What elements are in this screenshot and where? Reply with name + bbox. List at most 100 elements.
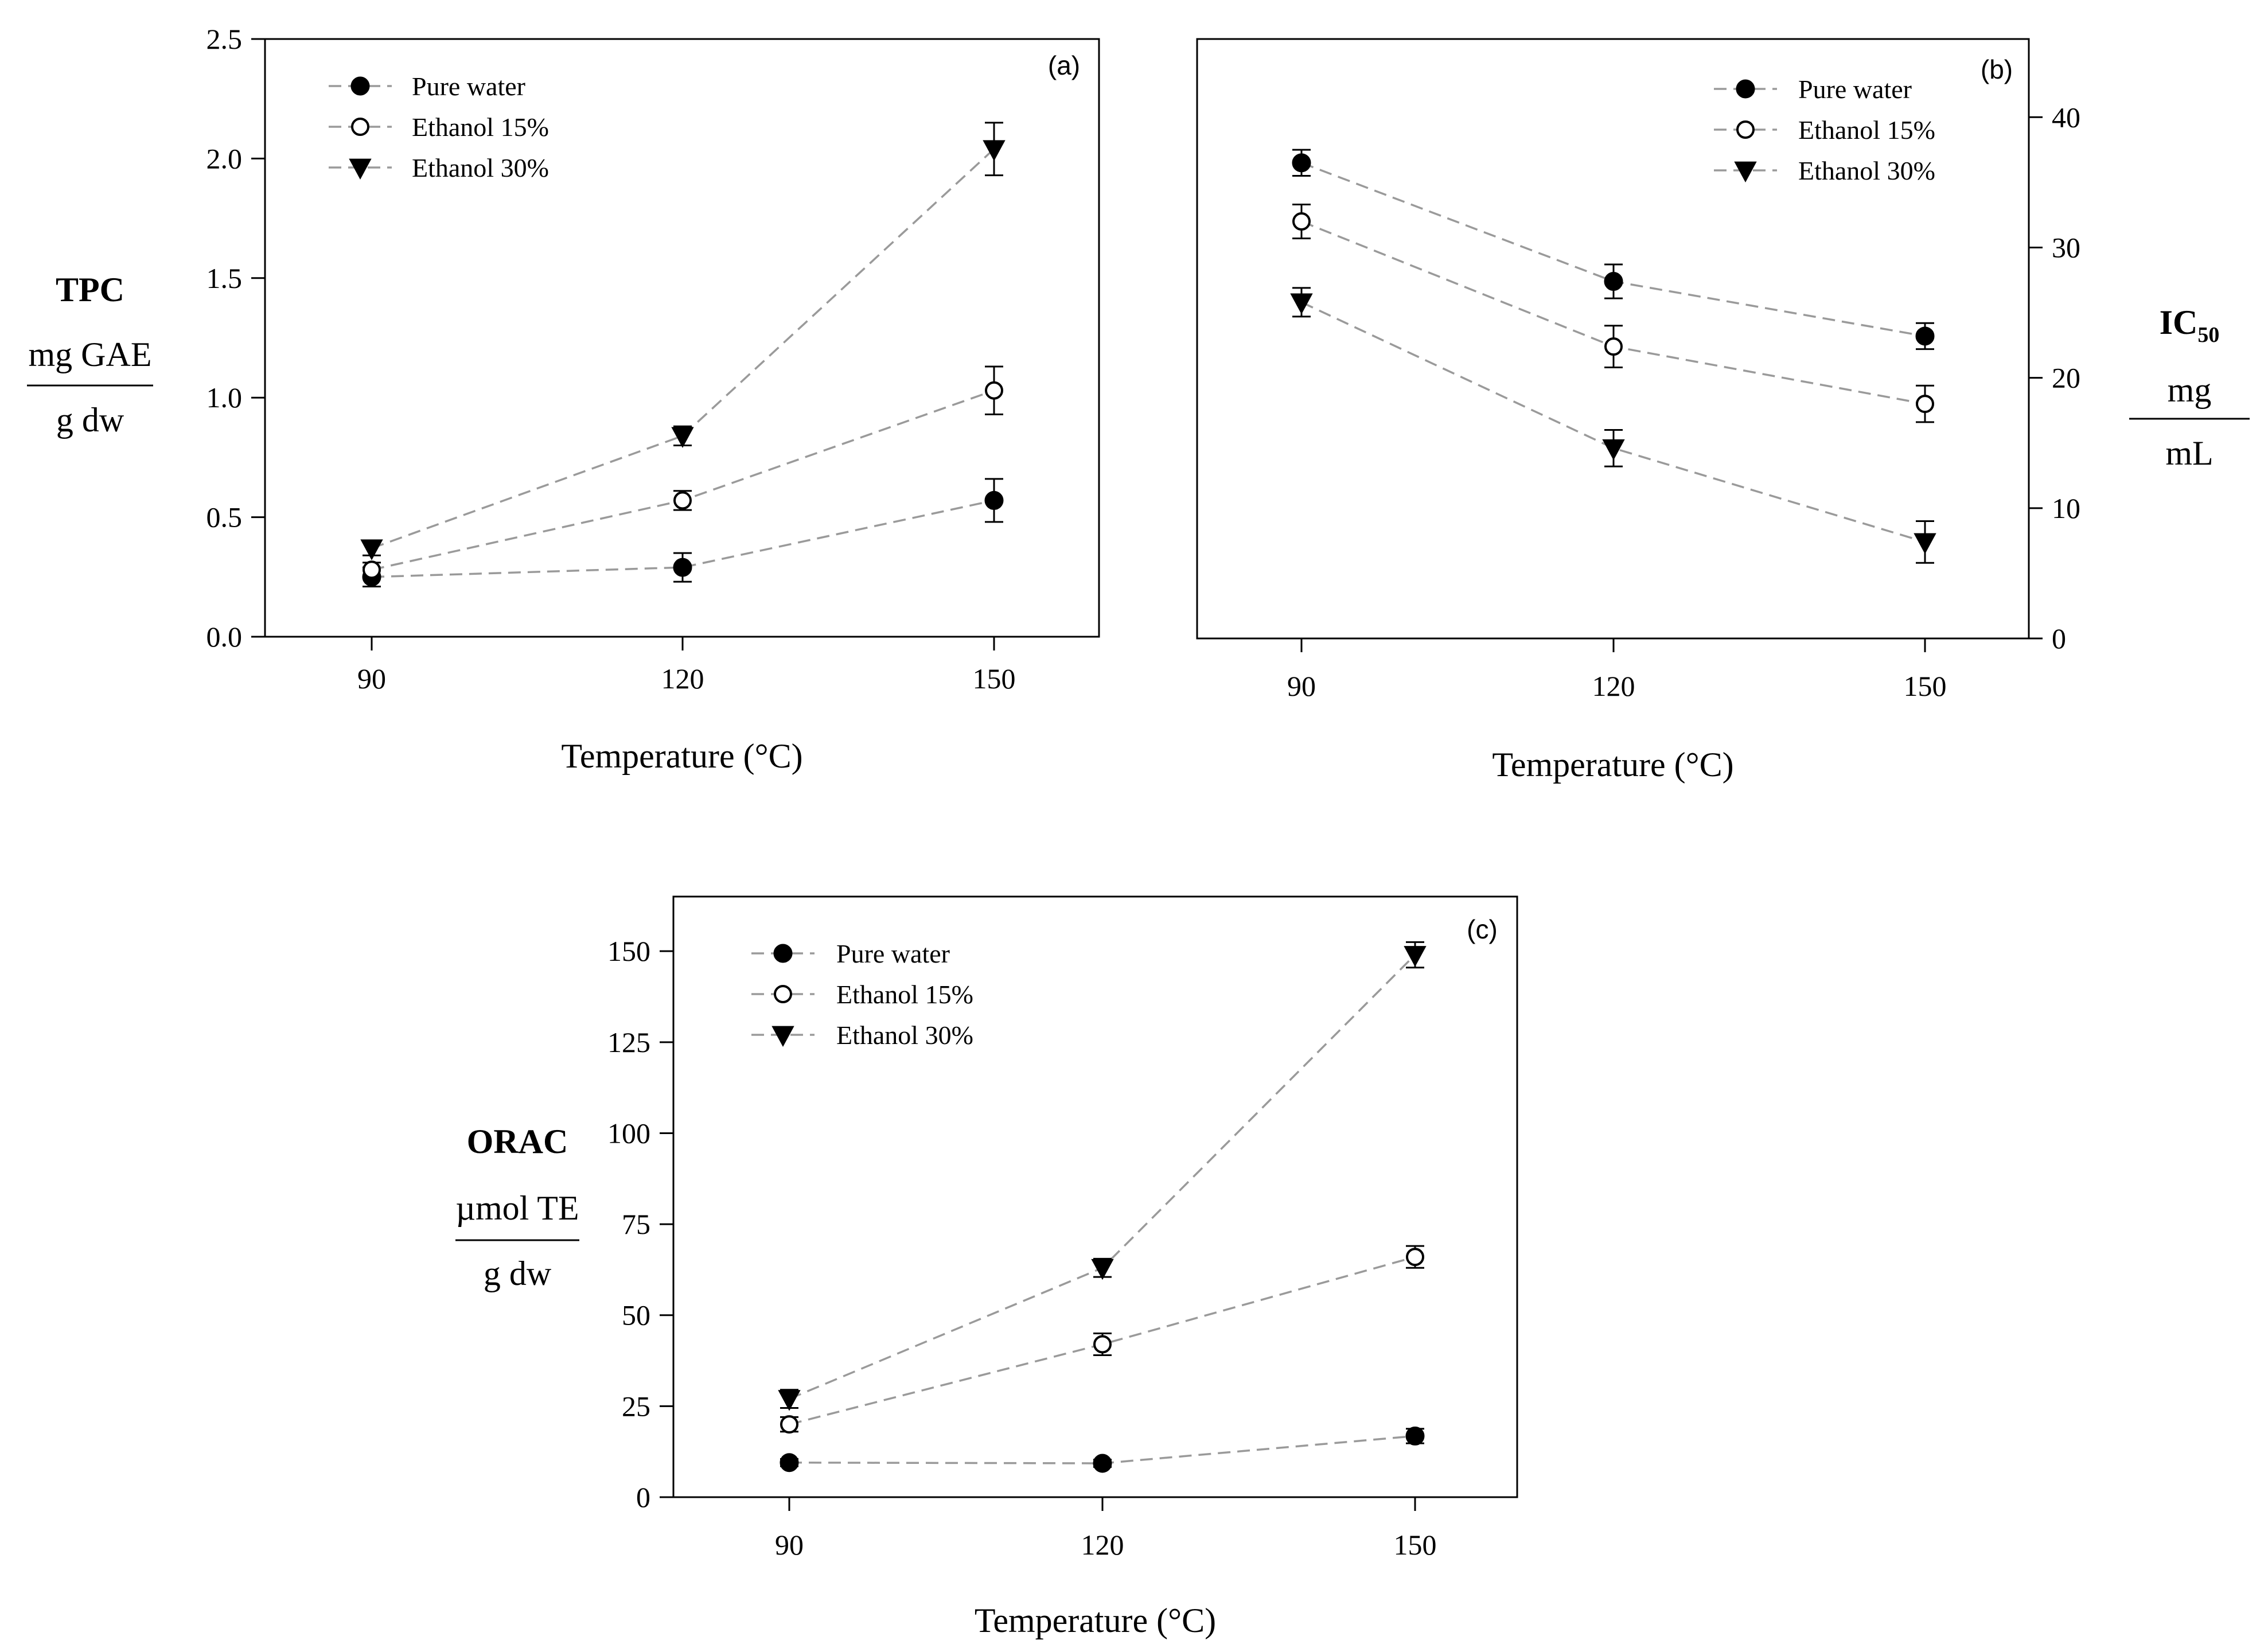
x-tick-label: 150 [973, 663, 1016, 695]
data-point [778, 1390, 801, 1411]
y-axis-label-denominator: mL [2165, 434, 2213, 472]
chart-panel-3: 90 120 150 0 25 50 75 100 125 150 Temperature (°C)… [455, 895, 1518, 1639]
y-tick-label: 2.0 [206, 142, 243, 174]
series-line [1301, 220, 1926, 405]
y-axis-label-subscript: 50 [2197, 323, 2219, 347]
y-axis-label-title: ORAC [467, 1123, 568, 1160]
legend-label: Ethanol 30% [412, 153, 549, 182]
data-point [1604, 272, 1623, 291]
data-point [983, 140, 1006, 161]
chart-panel-1: 90 120 150 0.0 0.5 1.0 1.5 2.0 2.5 Temperature (°… [27, 23, 1100, 775]
data-point [780, 1453, 799, 1473]
y-tick-label: 0 [636, 1481, 650, 1513]
data-point [1914, 533, 1936, 554]
panel-label: (a) [1048, 50, 1080, 80]
x-axis-label: Temperature (°C) [561, 737, 802, 775]
legend: Pure water Ethanol 15% Ethanol 30% [329, 72, 549, 182]
y-axis-label-title: IC50 [2160, 303, 2220, 347]
y-tick-label: 125 [607, 1026, 650, 1058]
legend-label: Pure water [412, 72, 525, 101]
y-tick-label: 1.0 [206, 381, 243, 414]
series-line [371, 148, 995, 550]
x-tick-label: 90 [1287, 670, 1316, 702]
data-point [1093, 1335, 1112, 1354]
x-tick-label: 90 [357, 663, 386, 695]
y-tick-label: 150 [607, 935, 650, 967]
x-tick-label: 120 [1081, 1529, 1124, 1561]
y-tick-label: 0 [2052, 622, 2066, 655]
x-tick-label: 150 [1904, 670, 1947, 702]
data-point [1602, 439, 1625, 461]
legend-label: Ethanol 15% [412, 112, 549, 142]
y-tick-label: 1.5 [206, 262, 243, 294]
data-point [1915, 326, 1935, 346]
x-tick-label: 120 [661, 663, 704, 695]
y-tick-label: 2.5 [206, 23, 243, 55]
y-axis-label-title: TPC [56, 271, 124, 309]
series-1 [780, 1426, 1425, 1473]
y-tick-label: 0.5 [206, 501, 243, 533]
legend-marker [1736, 79, 1755, 99]
data-point [780, 1415, 798, 1434]
series-line [1301, 162, 1926, 337]
legend-marker [1736, 120, 1755, 139]
legend-label: Ethanol 15% [836, 980, 973, 1009]
data-point [1404, 946, 1427, 967]
y-axis-label-numerator: µmol TE [455, 1189, 579, 1227]
legend-label: Ethanol 30% [1798, 156, 1935, 185]
y-tick-label: 75 [622, 1208, 650, 1240]
data-point [1091, 1259, 1114, 1280]
legend-label: Ethanol 15% [1798, 115, 1935, 145]
legend-marker [349, 158, 372, 180]
legend-marker [350, 76, 370, 96]
panel-label: (c) [1467, 914, 1498, 944]
data-point [673, 558, 692, 577]
series-1 [1292, 149, 1935, 350]
legend-marker [1734, 161, 1757, 183]
data-point [1093, 1454, 1112, 1473]
x-axis-label: Temperature (°C) [975, 1602, 1216, 1639]
legend-label: Pure water [1798, 75, 1912, 104]
series-3 [360, 122, 1006, 560]
y-tick-label: 50 [622, 1299, 650, 1331]
x-tick-label: 150 [1394, 1529, 1437, 1561]
data-point [671, 427, 694, 448]
panel-label: (b) [1981, 54, 2013, 84]
y-tick-label: 10 [2052, 492, 2080, 524]
data-point [1292, 153, 1311, 173]
data-point [673, 491, 692, 510]
data-point [1916, 395, 1934, 414]
data-point [1405, 1426, 1425, 1446]
y-axis-label-denominator: g dw [484, 1255, 552, 1292]
series-2 [363, 365, 1003, 579]
legend-marker [774, 985, 792, 1003]
series-3 [778, 941, 1427, 1411]
y-axis-label-denominator: g dw [56, 401, 124, 439]
series-line [371, 389, 995, 571]
y-tick-label: 40 [2052, 101, 2080, 133]
data-point [1292, 212, 1311, 231]
data-point [985, 381, 1003, 400]
data-point [1290, 293, 1313, 314]
legend: Pure water Ethanol 15% Ethanol 30% [751, 939, 973, 1050]
x-tick-label: 120 [1592, 670, 1635, 702]
legend-marker [351, 118, 369, 136]
x-axis-label: Temperature (°C) [1492, 746, 1733, 784]
y-axis-label-numerator: mg [2168, 371, 2212, 409]
y-tick-label: 20 [2052, 362, 2080, 394]
data-point [363, 560, 381, 579]
data-point [984, 490, 1004, 510]
data-point [360, 539, 383, 560]
plot-frame [672, 895, 1518, 1498]
legend-marker [773, 944, 793, 963]
y-axis-label-numerator: mg GAE [29, 336, 152, 373]
series-line [371, 499, 995, 578]
series-2 [780, 1245, 1424, 1434]
y-tick-label: 100 [607, 1117, 650, 1149]
y-tick-label: 30 [2052, 231, 2080, 263]
legend-label: Pure water [836, 939, 950, 968]
series-3 [1290, 287, 1936, 564]
data-point [1406, 1248, 1424, 1267]
legend-marker [771, 1026, 794, 1047]
